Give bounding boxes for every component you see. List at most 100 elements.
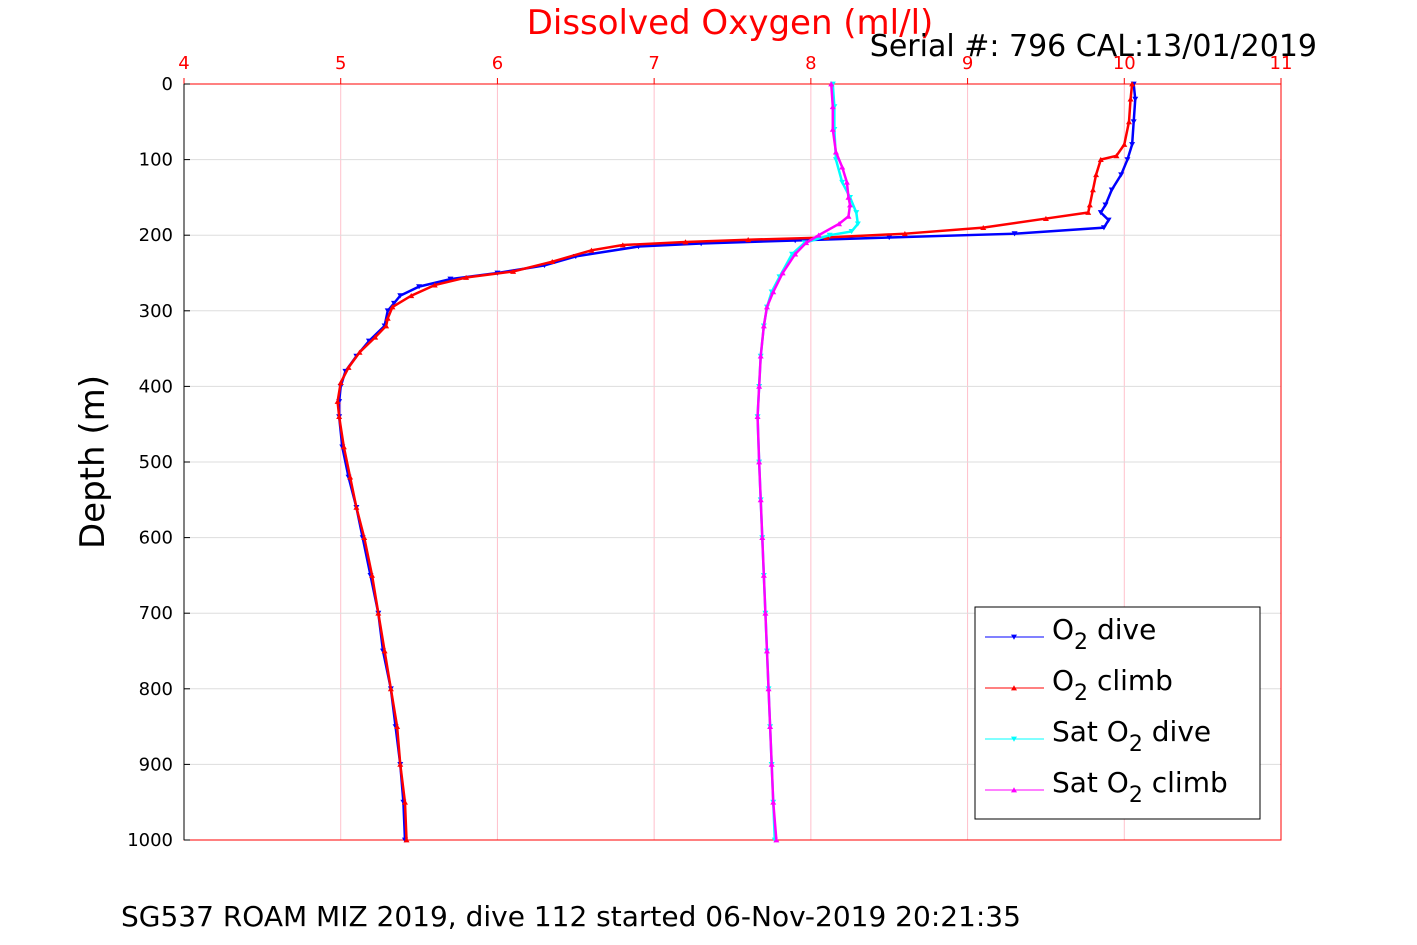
data-point bbox=[845, 213, 852, 219]
serial-annotation: Serial #: 796 CAL:13/01/2019 bbox=[870, 29, 1317, 64]
data-point bbox=[347, 474, 354, 480]
data-point bbox=[1086, 202, 1093, 208]
data-point bbox=[365, 338, 372, 344]
data-point bbox=[1100, 225, 1107, 231]
data-point bbox=[431, 282, 438, 288]
data-point bbox=[361, 534, 368, 540]
data-point bbox=[1132, 96, 1139, 102]
data-point bbox=[1129, 81, 1136, 87]
data-point bbox=[845, 194, 852, 200]
y-tick-label: 600 bbox=[139, 528, 173, 549]
data-point bbox=[832, 149, 839, 155]
data-point bbox=[416, 284, 423, 290]
y-tick-label: 1000 bbox=[127, 830, 173, 851]
data-point bbox=[745, 237, 752, 243]
data-point bbox=[980, 224, 987, 231]
data-point bbox=[384, 308, 391, 314]
x-tick-label: 10 bbox=[1113, 53, 1136, 74]
data-point bbox=[848, 229, 855, 235]
data-point bbox=[403, 837, 410, 843]
data-point bbox=[1121, 141, 1128, 147]
y-axis-ticks: 0 100 200 300 400 500 600 700 800 900 1000 bbox=[127, 74, 190, 851]
y-tick-label: 500 bbox=[139, 452, 173, 473]
legend-label-base: Sat O bbox=[1052, 766, 1129, 799]
legend-label-rest: dive bbox=[1088, 613, 1156, 646]
data-point bbox=[757, 497, 764, 503]
series-line bbox=[336, 83, 1134, 841]
legend-marker bbox=[1011, 685, 1017, 691]
data-point bbox=[759, 534, 766, 540]
legend-marker bbox=[1011, 787, 1017, 793]
data-point bbox=[397, 293, 404, 299]
legend-item: O2 climb bbox=[985, 664, 1173, 706]
data-point bbox=[401, 799, 408, 805]
legend-marker bbox=[1011, 736, 1017, 742]
data-point bbox=[1113, 153, 1120, 159]
data-point bbox=[1127, 96, 1134, 102]
data-point bbox=[836, 221, 843, 227]
legend-label-base: Sat O bbox=[1052, 715, 1129, 748]
x-tick-label: 6 bbox=[492, 53, 503, 74]
data-point bbox=[387, 686, 394, 692]
data-point bbox=[408, 292, 415, 299]
data-point bbox=[397, 761, 404, 767]
legend-label-base: O bbox=[1052, 664, 1074, 697]
legend-item: O2 dive bbox=[985, 613, 1156, 655]
y-tick-label: 100 bbox=[139, 150, 173, 171]
data-point bbox=[901, 230, 908, 237]
legend-label-rest: dive bbox=[1143, 715, 1211, 748]
data-point bbox=[853, 210, 860, 216]
data-point bbox=[1118, 172, 1125, 178]
data-point bbox=[1102, 202, 1109, 208]
data-point bbox=[381, 648, 388, 654]
data-point bbox=[1011, 231, 1018, 237]
series-o2-climb bbox=[334, 81, 1136, 843]
data-point bbox=[828, 81, 835, 87]
data-point bbox=[1085, 209, 1092, 215]
data-point bbox=[779, 270, 786, 276]
y-tick-label: 0 bbox=[162, 74, 173, 95]
legend-item: Sat O2 dive bbox=[985, 715, 1211, 757]
data-point bbox=[372, 334, 379, 340]
data-point bbox=[1124, 157, 1131, 163]
legend-label-rest: climb bbox=[1143, 766, 1228, 799]
data-point bbox=[345, 364, 352, 370]
x-tick-label: 8 bbox=[805, 53, 816, 74]
data-point bbox=[770, 799, 777, 805]
data-point bbox=[792, 251, 799, 257]
y-tick-label: 800 bbox=[139, 679, 173, 700]
data-point bbox=[447, 276, 454, 282]
data-point bbox=[789, 251, 796, 257]
data-point bbox=[463, 274, 470, 280]
data-point bbox=[510, 268, 517, 274]
data-point bbox=[768, 761, 775, 767]
x-tick-label: 9 bbox=[962, 53, 973, 74]
data-point bbox=[1093, 172, 1100, 178]
data-point bbox=[756, 383, 763, 389]
data-point bbox=[770, 289, 777, 295]
data-point bbox=[1105, 217, 1112, 223]
data-point bbox=[334, 398, 341, 404]
data-point bbox=[829, 103, 836, 110]
legend-box bbox=[974, 606, 1261, 820]
data-point bbox=[767, 723, 774, 729]
y-tick-label: 900 bbox=[139, 754, 173, 775]
y-tick-label: 400 bbox=[139, 376, 173, 397]
data-point bbox=[763, 304, 770, 310]
series-layer bbox=[334, 81, 1139, 843]
y-tick-label: 700 bbox=[139, 603, 173, 624]
legend-label-base: O bbox=[1052, 613, 1074, 646]
y-axis-label: Depth (m) bbox=[73, 375, 113, 549]
legend-marker bbox=[1011, 634, 1017, 640]
x-tick-label: 7 bbox=[648, 53, 659, 74]
x-tick-label: 4 bbox=[178, 53, 189, 74]
data-point bbox=[757, 353, 764, 359]
data-point bbox=[760, 323, 767, 329]
y-tick-label: 300 bbox=[139, 301, 173, 322]
data-point bbox=[760, 572, 767, 578]
legend-label: Sat O2 climb bbox=[1052, 766, 1228, 808]
legend-label: Sat O2 dive bbox=[1052, 715, 1211, 757]
data-point bbox=[588, 247, 595, 253]
data-point bbox=[829, 126, 836, 132]
data-point bbox=[390, 300, 397, 306]
